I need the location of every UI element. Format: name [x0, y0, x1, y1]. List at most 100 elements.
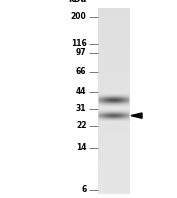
Bar [98, 190, 130, 192]
Bar [98, 110, 130, 112]
Text: kDa: kDa [68, 0, 86, 4]
Bar [98, 183, 130, 185]
Bar [98, 101, 130, 103]
Bar [98, 81, 130, 82]
Bar [98, 181, 130, 183]
Text: 97: 97 [76, 48, 86, 57]
Bar [98, 93, 130, 95]
Bar [98, 136, 130, 138]
Bar [98, 161, 130, 162]
Bar [98, 187, 130, 188]
Bar [98, 69, 130, 71]
Bar [98, 149, 130, 151]
Bar [98, 121, 130, 123]
Bar [98, 51, 130, 53]
Bar [98, 159, 130, 161]
Bar [98, 88, 130, 90]
Bar [98, 133, 130, 134]
Bar [98, 38, 130, 40]
Bar [98, 168, 130, 170]
Bar [98, 114, 130, 116]
Bar [98, 162, 130, 164]
Bar [98, 144, 130, 146]
Bar [98, 73, 130, 75]
Bar [98, 40, 130, 41]
Bar [98, 179, 130, 181]
Bar [98, 146, 130, 148]
Bar [98, 177, 130, 179]
Polygon shape [131, 113, 142, 118]
Bar [98, 140, 130, 142]
Bar [98, 21, 130, 23]
Text: 22: 22 [76, 121, 86, 130]
Text: 200: 200 [71, 12, 86, 21]
Bar [98, 84, 130, 86]
Bar [98, 30, 130, 32]
Bar [98, 25, 130, 27]
Bar [98, 8, 130, 10]
Text: 66: 66 [76, 67, 86, 76]
Bar [98, 142, 130, 144]
Bar [98, 71, 130, 73]
Bar [98, 118, 130, 120]
Bar [98, 127, 130, 129]
Bar [98, 19, 130, 21]
Bar [98, 99, 130, 101]
Bar [98, 13, 130, 15]
Text: 6: 6 [81, 185, 86, 194]
Text: 116: 116 [71, 39, 86, 48]
Text: 44: 44 [76, 87, 86, 96]
Bar [98, 129, 130, 131]
Bar [98, 105, 130, 107]
Bar [98, 95, 130, 97]
Bar [98, 172, 130, 174]
Bar [98, 120, 130, 121]
Bar [98, 90, 130, 92]
Bar [98, 75, 130, 77]
Bar [98, 138, 130, 140]
Bar [98, 60, 130, 62]
Bar [98, 82, 130, 84]
Bar [98, 64, 130, 66]
Bar [98, 49, 130, 51]
Bar [98, 68, 130, 69]
Bar [98, 45, 130, 47]
Bar [98, 157, 130, 159]
Bar [98, 77, 130, 79]
Bar [98, 164, 130, 166]
Bar [98, 86, 130, 88]
Bar [98, 109, 130, 110]
Bar [98, 151, 130, 153]
Bar [98, 192, 130, 194]
Bar [98, 27, 130, 28]
Bar [98, 41, 130, 43]
Bar [98, 32, 130, 34]
Bar [98, 36, 130, 38]
Bar [98, 34, 130, 36]
Bar [98, 153, 130, 155]
Text: 14: 14 [76, 144, 86, 152]
Text: 31: 31 [76, 104, 86, 113]
Bar [98, 28, 130, 30]
Bar [98, 54, 130, 56]
Bar [98, 79, 130, 81]
Bar [98, 174, 130, 175]
Bar [98, 131, 130, 133]
Bar [98, 47, 130, 49]
Bar [98, 103, 130, 105]
Bar [98, 23, 130, 25]
Bar [98, 134, 130, 136]
Bar [98, 125, 130, 127]
Bar [98, 97, 130, 99]
Bar [98, 188, 130, 190]
Bar [98, 112, 130, 114]
Bar [98, 10, 130, 12]
Bar [98, 170, 130, 172]
Bar [98, 92, 130, 93]
Bar [98, 53, 130, 54]
Bar [98, 185, 130, 187]
Bar [98, 58, 130, 60]
Bar [98, 12, 130, 13]
Bar [98, 17, 130, 19]
Bar [98, 155, 130, 157]
